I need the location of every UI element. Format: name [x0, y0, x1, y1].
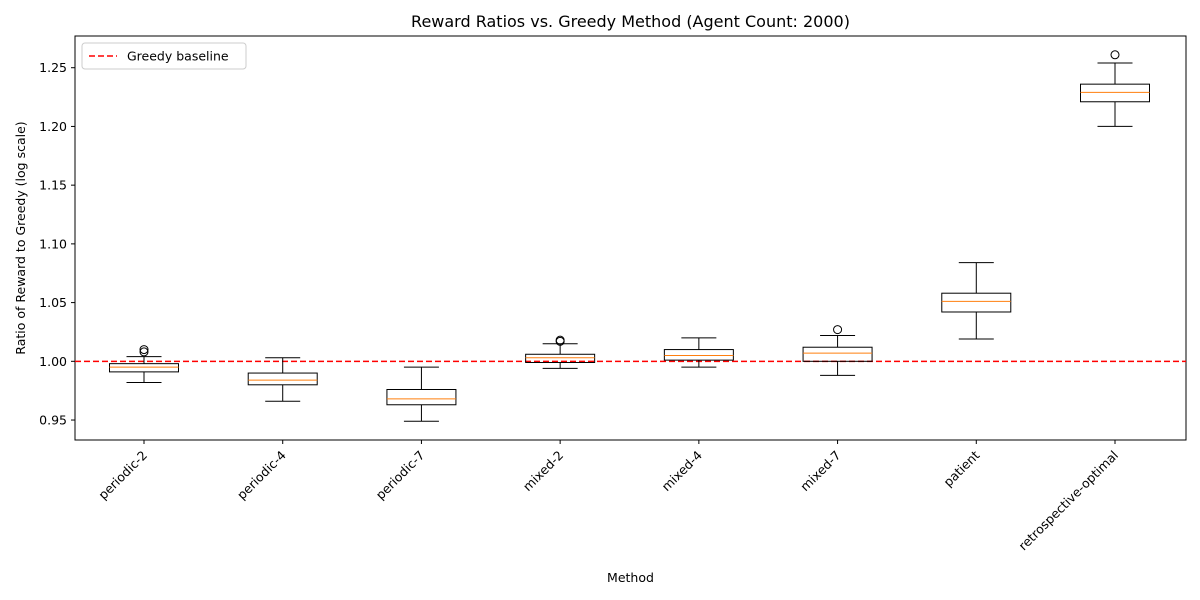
x-tick-label: mixed-2 — [520, 448, 567, 495]
outlier-point — [139, 345, 149, 355]
box-iqr — [386, 389, 457, 406]
outlier-point — [833, 325, 843, 335]
x-axis-label: Method — [607, 570, 654, 585]
box-patient — [941, 262, 1012, 340]
box-periodic-7 — [386, 366, 457, 422]
box-iqr — [525, 353, 596, 363]
box-mixed-2 — [525, 335, 596, 369]
x-tick-label: mixed-7 — [797, 448, 844, 495]
outlier-point — [555, 335, 565, 345]
y-tick-label: 1.20 — [39, 119, 67, 134]
legend-label-greedy-baseline: Greedy baseline — [127, 49, 229, 64]
y-tick-label: 1.05 — [39, 295, 67, 310]
y-tick-label: 0.95 — [39, 413, 67, 428]
outlier-point — [139, 347, 149, 357]
plot-area — [74, 35, 1187, 441]
box-mixed-7 — [802, 325, 873, 376]
box-iqr — [941, 292, 1012, 313]
x-tick-label: retrospective-optimal — [1015, 448, 1121, 554]
x-tick-label: periodic-7 — [373, 448, 428, 503]
box-iqr — [802, 346, 873, 362]
box-iqr — [1080, 83, 1150, 103]
box-periodic-2 — [109, 345, 179, 383]
box-retrospective-optimal — [1080, 50, 1150, 127]
box-iqr — [109, 363, 179, 373]
y-axis: 0.95 1.00 1.05 1.10 1.15 1.20 1.25 — [39, 60, 75, 428]
x-tick-label: periodic-2 — [95, 448, 150, 503]
y-tick-label: 1.00 — [39, 354, 67, 369]
box-mixed-4 — [663, 337, 734, 368]
box-iqr — [663, 349, 734, 361]
legend: Greedy baseline — [81, 42, 247, 70]
y-tick-label: 1.10 — [39, 236, 67, 251]
box-series — [109, 50, 1150, 422]
y-tick-label: 1.25 — [39, 60, 67, 75]
y-tick-label: 1.15 — [39, 178, 67, 193]
x-axis: periodic-2 periodic-4 periodic-7 mixed-2 mix… — [95, 440, 1121, 553]
x-tick-label: mixed-4 — [658, 447, 705, 494]
legend-box — [81, 42, 247, 70]
outlier-point — [1110, 50, 1120, 60]
y-axis-label: Ratio of Reward to Greedy (log scale) — [13, 121, 28, 354]
x-tick-label: patient — [940, 447, 982, 489]
x-tick-label: periodic-4 — [234, 447, 289, 502]
box-iqr — [247, 372, 318, 386]
box-periodic-4 — [247, 357, 318, 402]
chart-title: Reward Ratios vs. Greedy Method (Agent C… — [411, 12, 850, 31]
